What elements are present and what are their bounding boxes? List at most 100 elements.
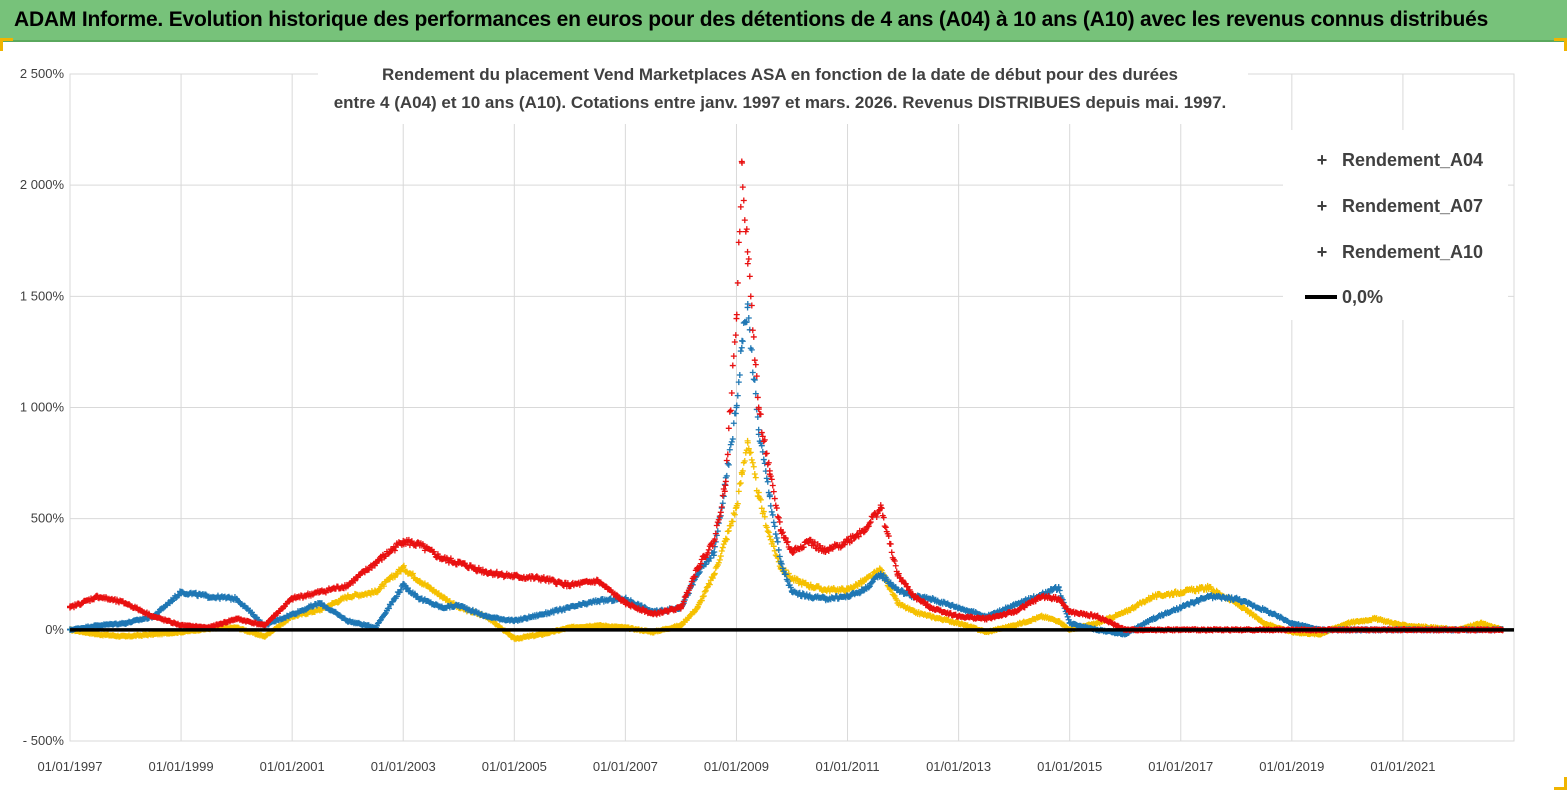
scatter-mark-a04 xyxy=(744,439,751,446)
y-tick-label: 0% xyxy=(45,622,64,637)
y-tick-label: 2 500% xyxy=(20,66,65,81)
scatter-mark-a07 xyxy=(729,435,736,442)
scatter-mark-a07 xyxy=(411,590,418,597)
scatter-mark-a07 xyxy=(168,598,175,605)
scatter-mark-a10 xyxy=(705,546,712,553)
scatter-mark-a04 xyxy=(850,584,857,591)
scatter-mark-a04 xyxy=(758,505,765,512)
scatter-mark-a10 xyxy=(887,541,894,548)
scatter-mark-a07 xyxy=(719,500,726,507)
scatter-mark-a04 xyxy=(706,581,713,588)
scatter-mark-a10 xyxy=(789,549,796,556)
scatter-mark-a10 xyxy=(391,547,398,554)
scatter-mark-a10 xyxy=(728,390,735,397)
scatter-mark-a04 xyxy=(702,587,709,594)
scatter-mark-a10 xyxy=(768,476,775,483)
scatter-mark-a10 xyxy=(755,406,762,413)
scatter-mark-a10 xyxy=(709,543,716,550)
scatter-mark-a07 xyxy=(726,446,733,453)
scatter-mark-a04 xyxy=(725,527,732,534)
scatter-mark-a04 xyxy=(703,584,710,591)
scatter-mark-a07 xyxy=(764,478,771,485)
x-tick-label: 01/01/2017 xyxy=(1148,759,1213,774)
scatter-mark-a07 xyxy=(728,438,735,445)
scatter-mark-a10 xyxy=(882,524,889,531)
scatter-mark-a10 xyxy=(725,425,732,432)
scatter-mark-a04 xyxy=(755,489,762,496)
scatter-mark-a04 xyxy=(701,588,708,595)
scatter-mark-a07 xyxy=(404,585,411,592)
scatter-mark-a07 xyxy=(887,579,894,586)
legend-label-a10: Rendement_A10 xyxy=(1342,242,1483,262)
scatter-mark-a10 xyxy=(378,556,385,563)
scatter-mark-a10 xyxy=(735,239,742,246)
scatter-mark-a04 xyxy=(720,541,727,548)
y-tick-label: 1 000% xyxy=(20,400,65,415)
banner-title: ADAM Informe. Evolution historique des p… xyxy=(14,8,1489,31)
scatter-mark-a04 xyxy=(752,474,759,481)
scatter-mark-a10 xyxy=(765,459,772,466)
scatter-mark-a07 xyxy=(898,587,905,594)
scatter-mark-a07 xyxy=(702,561,709,568)
scatter-mark-a10 xyxy=(351,577,358,584)
scatter-mark-a07 xyxy=(735,379,742,386)
scatter-mark-a10 xyxy=(751,357,758,364)
scatter-mark-a07 xyxy=(777,558,784,565)
scatter-mark-a10 xyxy=(776,518,783,525)
scatter-mark-a04 xyxy=(739,467,746,474)
scatter-mark-a10 xyxy=(414,539,421,546)
scatter-mark-a04 xyxy=(771,547,778,554)
scatter-mark-a10 xyxy=(726,408,733,415)
scatter-mark-a04 xyxy=(890,592,897,599)
scatter-mark-a10 xyxy=(753,373,760,380)
scatter-mark-a10 xyxy=(892,562,899,569)
scatter-mark-a04 xyxy=(1170,591,1177,598)
scatter-mark-a10 xyxy=(691,573,698,580)
scatter-mark-a04 xyxy=(766,533,773,540)
scatter-mark-a10 xyxy=(758,429,765,436)
scatter-mark-a10 xyxy=(737,203,744,210)
scatter-mark-a10 xyxy=(727,407,734,414)
scatter-mark-a07 xyxy=(707,554,714,561)
scatter-mark-a10 xyxy=(759,433,766,440)
scatter-mark-a04 xyxy=(741,457,748,464)
scatter-mark-a10 xyxy=(773,505,780,512)
scatter-mark-a10 xyxy=(723,457,730,464)
scatter-mark-a04 xyxy=(716,556,723,563)
scatter-mark-a07 xyxy=(724,460,731,467)
scatter-mark-a07 xyxy=(739,338,746,345)
corner-accent-bottom-right xyxy=(1554,777,1567,790)
scatter-mark-a10 xyxy=(716,513,723,520)
scatter-mark-a07 xyxy=(725,461,732,468)
scatter-mark-a04 xyxy=(335,598,342,605)
scatter-mark-a04 xyxy=(750,463,757,470)
scatter-mark-a04 xyxy=(409,570,416,577)
series-layer xyxy=(67,158,1514,643)
scatter-mark-a10 xyxy=(752,361,759,368)
scatter-mark-a04 xyxy=(765,529,772,536)
scatter-mark-a07 xyxy=(752,390,759,397)
scatter-mark-a07 xyxy=(772,531,779,538)
scatter-mark-a10 xyxy=(770,488,777,495)
scatter-mark-a04 xyxy=(761,513,768,520)
scatter-mark-a07 xyxy=(727,441,734,448)
scatter-mark-a10 xyxy=(680,598,687,605)
scatter-mark-a07 xyxy=(192,589,199,596)
scatter-mark-a10 xyxy=(750,333,757,340)
scatter-mark-a07 xyxy=(1055,583,1062,590)
scatter-mark-a10 xyxy=(778,530,785,537)
scatter-mark-a07 xyxy=(754,414,761,421)
scatter-mark-a10 xyxy=(771,495,778,502)
scatter-mark-a07 xyxy=(779,565,786,572)
scatter-mark-a04 xyxy=(735,488,742,495)
scatter-mark-a10 xyxy=(385,550,392,557)
scatter-mark-a10 xyxy=(888,549,895,556)
scatter-mark-a07 xyxy=(730,420,737,427)
scatter-mark-a04 xyxy=(722,535,729,542)
scatter-mark-a07 xyxy=(695,570,702,577)
scatter-mark-a10 xyxy=(715,516,722,523)
scatter-mark-a07 xyxy=(766,492,773,499)
scatter-mark-a10 xyxy=(684,589,691,596)
scatter-mark-a10 xyxy=(741,217,748,224)
